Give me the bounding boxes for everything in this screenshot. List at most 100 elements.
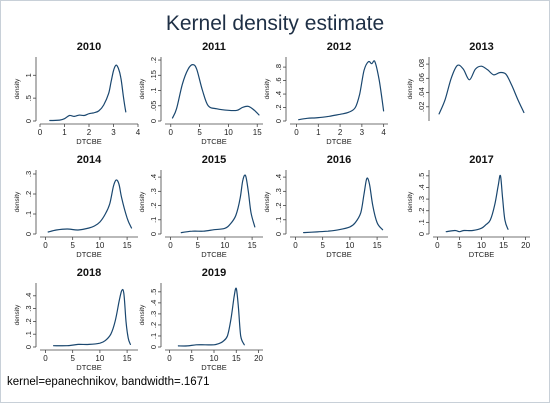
density-line-2011 (171, 63, 260, 119)
x-tick-label: 0 (167, 354, 172, 363)
y-axis-title: density (407, 191, 414, 212)
panel-title: 2012 (327, 41, 351, 53)
x-axis-title: DTCBE (76, 250, 101, 259)
y-tick-label: 0 (149, 232, 158, 236)
x-axis-title: DTCBE (469, 250, 494, 259)
y-tick-label: .2 (24, 191, 33, 197)
x-tick-label: 3 (360, 128, 365, 137)
density-panel-2017: 2017 0 .1 .2 .3 .4 .5 density 0 5 10 15 20 DTCBE (407, 154, 531, 259)
x-tick-label: 10 (345, 241, 354, 250)
x-tick-label: 5 (70, 241, 75, 250)
x-tick-label: 10 (95, 354, 104, 363)
x-tick-label: 15 (248, 241, 257, 250)
y-axis-title: density (139, 304, 146, 325)
y-tick-label: .8 (274, 64, 283, 70)
x-axis-title: DTCBE (201, 363, 226, 372)
x-tick-label: 4 (381, 128, 386, 137)
x-axis-title: DTCBE (201, 137, 226, 146)
y-tick-label: .4 (274, 174, 283, 180)
x-tick-label: 0 (43, 241, 48, 250)
x-axis-title: DTCBE (76, 137, 101, 146)
density-line-2018 (53, 288, 131, 347)
density-panel-2016: 2016 0 .1 .2 .3 .4 density 0 5 10 15 DTCBE (264, 154, 388, 259)
x-tick-label: 15 (499, 241, 508, 250)
density-line-2014 (47, 179, 133, 233)
x-axis-title: DTCBE (326, 137, 351, 146)
y-tick-label: 0 (149, 119, 158, 123)
density-panel-2015: 2015 0 .1 .2 .3 .4 density 0 5 10 15 DTCBE (139, 154, 263, 259)
x-axis-title: DTCBE (201, 250, 226, 259)
x-tick-label: 0 (43, 354, 48, 363)
density-line-2016 (303, 177, 384, 234)
y-tick-label: .08 (417, 59, 426, 69)
x-tick-label: 5 (70, 354, 75, 363)
x-axis-title: DTCBE (326, 250, 351, 259)
y-tick-label: 0 (274, 119, 283, 123)
y-tick-label: 0 (24, 345, 33, 349)
y-tick-label: 0 (149, 345, 158, 349)
y-tick-label: .5 (149, 289, 158, 295)
figure-title: Kernel density estimate (166, 12, 384, 35)
y-tick-label: .1 (24, 211, 33, 217)
y-axis-title: density (264, 78, 271, 99)
x-tick-label: 2 (87, 128, 92, 137)
x-tick-label: 15 (232, 354, 241, 363)
x-tick-label: 20 (521, 241, 530, 250)
y-tick-label: 0 (24, 119, 33, 123)
panel-title: 2013 (469, 41, 493, 53)
y-axis-title: density (14, 78, 21, 99)
y-tick-label: .5 (417, 173, 426, 179)
y-tick-label: .1 (149, 333, 158, 339)
y-tick-label: .02 (417, 102, 426, 112)
x-tick-label: 1 (62, 128, 67, 137)
density-panel-2012: 2012 0 .2 .4 .6 .8 density 0 1 2 3 4 DTCBE (264, 41, 388, 146)
density-panel-2013: 2013 .02 .04 .06 .08 density (407, 41, 525, 121)
x-tick-label: 0 (38, 128, 43, 137)
y-tick-label: .1 (24, 331, 33, 337)
y-tick-label: .1 (149, 217, 158, 223)
x-tick-label: 5 (195, 241, 200, 250)
x-tick-label: 0 (294, 128, 299, 137)
y-tick-label: .3 (274, 188, 283, 194)
panel-title: 2015 (202, 154, 226, 166)
y-tick-label: .5 (24, 95, 33, 101)
density-panel-2019: 2019 0 .1 .2 .3 .4 .5 density 0 5 10 15 20 DTCBE (139, 267, 264, 372)
y-tick-label: 0 (24, 232, 33, 236)
y-tick-label: .4 (417, 184, 426, 190)
y-tick-label: .05 (149, 101, 158, 111)
y-tick-label: .2 (274, 202, 283, 208)
x-tick-label: 15 (123, 241, 132, 250)
panel-title: 2010 (77, 41, 101, 53)
x-tick-label: 0 (168, 241, 173, 250)
y-tick-label: .3 (24, 305, 33, 311)
y-tick-label: .15 (149, 70, 158, 80)
y-tick-label: 1 (24, 73, 33, 77)
y-tick-label: .2 (149, 322, 158, 328)
y-tick-label: .6 (274, 77, 283, 83)
y-tick-label: 0 (274, 232, 283, 236)
x-tick-label: 10 (210, 354, 219, 363)
x-tick-label: 5 (197, 128, 202, 137)
x-tick-label: 10 (477, 241, 486, 250)
y-tick-label: .4 (149, 174, 158, 180)
x-tick-label: 1 (316, 128, 321, 137)
x-axis-title: DTCBE (76, 363, 101, 372)
y-tick-label: .1 (149, 87, 158, 93)
x-tick-label: 0 (169, 128, 174, 137)
x-tick-label: 0 (293, 241, 298, 250)
y-tick-label: .3 (24, 171, 33, 177)
x-tick-label: 15 (373, 241, 382, 250)
x-tick-label: 3 (111, 128, 116, 137)
x-tick-label: 15 (123, 354, 132, 363)
y-axis-title: density (407, 78, 414, 99)
density-line-2019 (177, 287, 245, 347)
panel-title: 2017 (469, 154, 493, 166)
y-tick-label: .06 (417, 73, 426, 83)
y-tick-label: .04 (417, 87, 426, 97)
density-line-2010 (49, 64, 127, 122)
y-tick-label: .3 (417, 196, 426, 202)
panel-title: 2019 (202, 267, 226, 279)
